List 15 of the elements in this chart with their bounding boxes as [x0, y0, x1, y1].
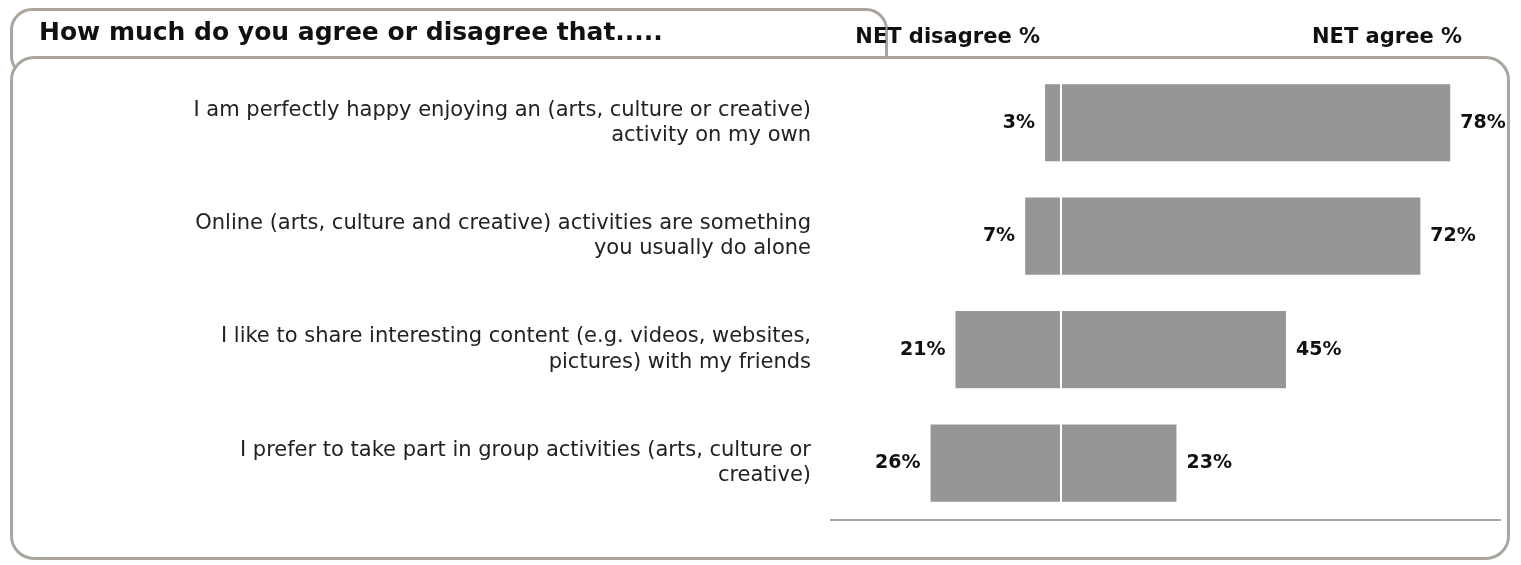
data-label: 3% — [1002, 109, 1036, 132]
data-label: 72% — [1430, 223, 1476, 246]
data-label: 23% — [1186, 450, 1232, 473]
data-label: 45% — [1295, 336, 1342, 359]
y-tick-label: I like to share interesting content (e.g. videos, websites, pictures) with my friends — [220, 323, 811, 373]
y-tick-label: I am perfectly happy enjoying an (arts, culture or creative) activity on my own — [193, 96, 811, 146]
series-label: NET agree % — [1312, 24, 1462, 49]
data-label: 78% — [1460, 109, 1506, 132]
y-tick-label: I prefer to take part in group activities (arts, culture or creative) — [239, 436, 812, 487]
data-label: 7% — [982, 223, 1016, 246]
text: How much do you agree or disagree that..... — [39, 17, 663, 46]
y-tick-label: Online (arts, culture and creative) activities are something you usually do alone — [195, 210, 811, 260]
data-label: 21% — [899, 336, 946, 359]
series-label: NET disagree % — [855, 24, 1040, 49]
data-label: 26% — [875, 450, 921, 473]
